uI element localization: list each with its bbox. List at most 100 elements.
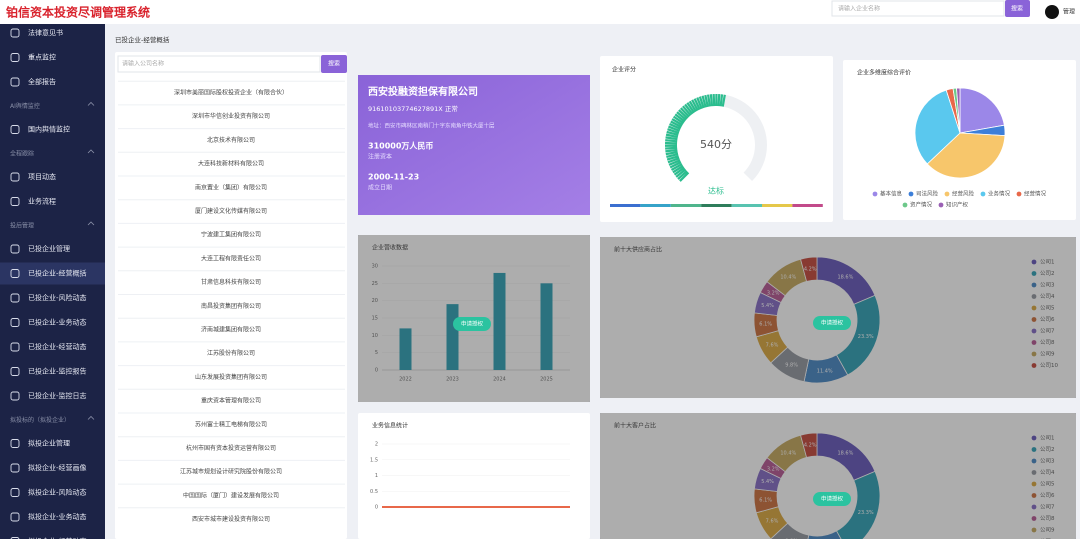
- legend-label: 公司6: [1040, 492, 1055, 499]
- legend-label: 经营情况: [1024, 190, 1047, 198]
- sidebar-item[interactable]: 项目动态: [28, 172, 56, 181]
- sidebar-heading: 投后管理: [10, 222, 34, 230]
- company-name[interactable]: 深圳市美丽国际股权投资企业（有限合伙）: [174, 89, 288, 97]
- score-band: [610, 204, 641, 207]
- bar: [399, 328, 412, 370]
- y-tick-label: 25: [372, 281, 378, 287]
- sidebar-icon: [10, 293, 20, 303]
- chart-title: 企业多维度综合评价: [857, 69, 911, 77]
- authorize-button-text[interactable]: 申请授权: [821, 319, 844, 327]
- sidebar-item[interactable]: 国内舆情监控: [28, 125, 70, 134]
- company-name[interactable]: 西安市城市建设投资有限公司: [192, 515, 270, 523]
- sidebar-item[interactable]: 拟投企业-经营动态: [28, 537, 87, 539]
- company-name[interactable]: 杭州市国有资本投资运营有限公司: [186, 444, 276, 452]
- legend-label: 公司8: [1040, 339, 1055, 346]
- company-name[interactable]: 宁波建工集团有限公司: [201, 231, 261, 239]
- donut-label: 10.4%: [780, 275, 796, 281]
- bar: [540, 283, 553, 370]
- donut-label: 9.8%: [785, 362, 798, 368]
- company-name[interactable]: 南京置业（集团）有限公司: [195, 183, 267, 191]
- company-name[interactable]: 甘肃信息科技有限公司: [201, 278, 261, 286]
- company-search[interactable]: [117, 55, 321, 73]
- authorize-button[interactable]: [813, 492, 851, 506]
- authorize-button[interactable]: [453, 317, 491, 331]
- sidebar-item[interactable]: 业务流程: [28, 197, 56, 206]
- sidebar-item[interactable]: 重点监控: [28, 53, 56, 62]
- company-name[interactable]: 大连工程有限责任公司: [201, 254, 261, 262]
- sidebar-item[interactable]: 拟投企业-业务动态: [28, 512, 87, 521]
- legend-label: 基本信息: [880, 190, 903, 198]
- company-search-button[interactable]: [321, 55, 347, 73]
- company-name[interactable]: 江苏城市规划设计研究院股份有限公司: [180, 468, 282, 476]
- y-tick-label: 5: [375, 350, 378, 356]
- legend-dot: [1031, 305, 1037, 311]
- score-band: [701, 204, 732, 207]
- donut-slice: [800, 432, 818, 458]
- authorize-button-text[interactable]: 申请授权: [821, 495, 844, 503]
- sidebar-item[interactable]: 全部报告: [28, 77, 56, 86]
- donut-slice: [835, 470, 881, 539]
- company-name[interactable]: 南昌投资集团有限公司: [201, 302, 261, 310]
- sidebar-icon: [10, 269, 20, 278]
- sidebar-icon: [10, 367, 20, 376]
- sidebar-item[interactable]: 已投企业-监控日志: [28, 391, 87, 400]
- company-name[interactable]: 江苏股份有限公司: [207, 349, 255, 357]
- sidebar-item[interactable]: 法律意见书: [28, 28, 63, 37]
- legend-label: 资产情况: [910, 201, 933, 209]
- legend-dot: [1031, 328, 1037, 334]
- company-name[interactable]: 大连科技新材料有限公司: [198, 160, 264, 168]
- sidebar-item[interactable]: 已投企业-经营动态: [28, 342, 87, 351]
- header-search-button[interactable]: [1005, 0, 1030, 17]
- header-search-button-text: 搜索: [1011, 5, 1023, 13]
- company-name[interactable]: 济南城建集团有限公司: [201, 326, 261, 334]
- legend-label: 公司9: [1040, 351, 1055, 358]
- donut-label: 7.6%: [766, 343, 779, 349]
- score-band: [731, 204, 762, 207]
- donut-slice: [807, 530, 842, 539]
- company-name[interactable]: 苏州富士精工电梯有限公司: [195, 420, 267, 428]
- header-search[interactable]: [831, 0, 1005, 17]
- company-name[interactable]: 厦门建设文化传媒有限公司: [195, 207, 267, 215]
- legend-label: 经营风险: [952, 190, 975, 198]
- company-card: [358, 75, 590, 215]
- panel: [600, 413, 1076, 539]
- donut-label: 23.3%: [858, 334, 874, 340]
- company-name[interactable]: 重庆资本管理有限公司: [201, 397, 261, 405]
- donut-label: 23.3%: [858, 510, 874, 516]
- sidebar-icon: [10, 391, 20, 401]
- sidebar-item[interactable]: 拟投企业管理: [28, 439, 70, 448]
- sidebar-item[interactable]: 已投企业管理: [28, 244, 70, 253]
- company-name[interactable]: 北京技术有限公司: [207, 136, 255, 144]
- legend-label: 公司4: [1040, 293, 1055, 300]
- sidebar-item[interactable]: 拟投企业-风险动态: [28, 488, 87, 497]
- company-name[interactable]: 深圳市华信创业投资有限公司: [192, 112, 270, 120]
- sidebar-item[interactable]: 已投企业-监控报告: [28, 367, 87, 376]
- sidebar-icon: [10, 488, 20, 497]
- legend-dot: [1031, 470, 1037, 475]
- sidebar-item[interactable]: 已投企业-经营概括: [28, 269, 87, 278]
- chart-title: 前十大客户占比: [614, 422, 656, 430]
- y-tick-label: 1.5: [370, 457, 378, 463]
- score-band: [762, 204, 793, 207]
- company-name[interactable]: 山东发展投资集团有限公司: [195, 373, 267, 381]
- sidebar-item[interactable]: 已投企业-风险动态: [28, 293, 87, 302]
- legend-label: 公司7: [1040, 328, 1055, 335]
- legend-label: 公司8: [1040, 515, 1055, 522]
- score-rating: 达标: [708, 186, 724, 196]
- company-name[interactable]: 中国国际（厦门）建设发展有限公司: [183, 491, 279, 499]
- legend-label: 公司5: [1040, 305, 1055, 312]
- sidebar-item[interactable]: 拟投企业-经营画像: [28, 463, 87, 472]
- pie-slice: [956, 87, 961, 134]
- legend-label: 公司10: [1040, 362, 1058, 369]
- legend-label: 公司5: [1040, 481, 1055, 488]
- authorize-button-text[interactable]: 申请授权: [461, 320, 484, 328]
- sidebar-item[interactable]: 已投企业-业务动态: [28, 318, 87, 327]
- company-card-founded-label: 成立日期: [368, 184, 392, 192]
- legend-dot: [1031, 493, 1037, 498]
- legend-label: 业务情况: [988, 190, 1011, 198]
- authorize-button[interactable]: [813, 316, 851, 330]
- y-tick-label: 0: [375, 368, 378, 374]
- chevron: [87, 415, 95, 420]
- sidebar-icon: [10, 439, 20, 448]
